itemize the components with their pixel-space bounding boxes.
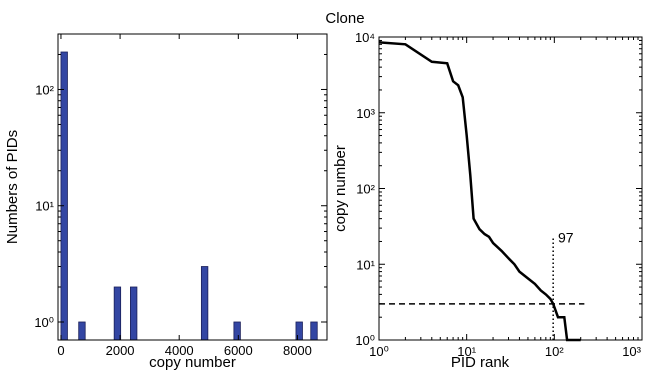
histogram-bar [130, 286, 138, 341]
histogram-chart: 0 2000 4000 6000 8000 10⁰ 10¹ 10² copy number N… [4, 33, 328, 371]
histogram-bar [78, 321, 86, 341]
histogram-y-axis-label: Numbers of PIDs [4, 130, 21, 244]
y-tick-label: 10⁰ [355, 333, 375, 348]
histogram-ticks: 0 2000 4000 6000 8000 10⁰ 10¹ 10² [34, 33, 327, 358]
rank-ticks: 10⁰ 10¹ 10² 10³ 10⁰ 10¹ 10² 10³ 10⁴ [355, 30, 643, 359]
x-tick-label: 10¹ [457, 344, 476, 359]
x-tick-label: 10³ [622, 344, 641, 359]
y-tick-label: 10¹ [35, 199, 54, 214]
rank-annotation: 97 [558, 229, 574, 245]
y-tick-label: 10² [356, 182, 375, 197]
histogram-bar [113, 286, 122, 341]
histogram-bar [310, 321, 318, 341]
histogram-bar [200, 266, 209, 341]
x-tick-label: 8000 [283, 343, 312, 358]
y-tick-label: 10³ [356, 106, 375, 121]
x-tick-label: 10⁰ [369, 344, 389, 359]
y-tick-label: 10¹ [356, 257, 375, 272]
x-tick-label: 10² [545, 344, 564, 359]
y-tick-label: 10⁰ [34, 315, 54, 330]
y-tick-label: 10⁴ [355, 30, 375, 45]
x-tick-label: 4000 [165, 343, 194, 358]
histogram-bars [60, 51, 318, 341]
rank-plot-frame [378, 36, 643, 341]
histogram-bar [60, 51, 68, 341]
histogram-bar [295, 321, 303, 341]
histogram-bar [233, 321, 241, 341]
rank-x-axis-label: PID rank [451, 354, 510, 371]
rank-y-axis-label: copy number [332, 145, 349, 232]
y-tick-label: 10² [35, 82, 54, 97]
x-tick-label: 0 [57, 343, 64, 358]
x-tick-label: 2000 [106, 343, 135, 358]
histogram-plot-frame [57, 33, 328, 341]
copy-number-series-line [378, 41, 581, 342]
histogram-x-axis-label: copy number [149, 354, 236, 371]
x-tick-label: 6000 [224, 343, 253, 358]
figure-title: Clone [325, 10, 364, 27]
